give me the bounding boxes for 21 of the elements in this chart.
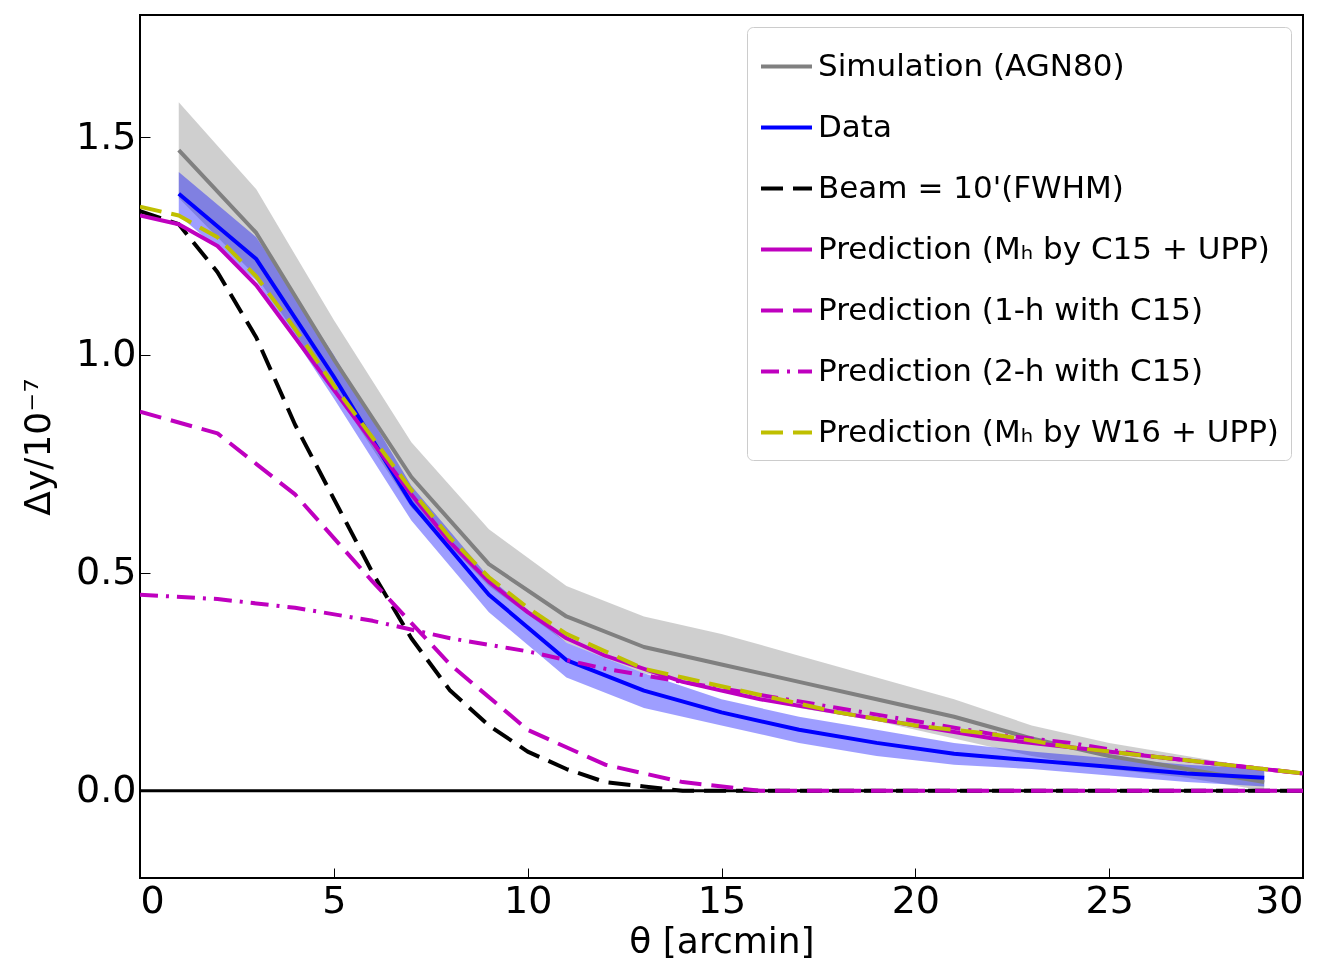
x-tick-label: 25	[1085, 877, 1134, 922]
x-tick-label: 0	[140, 877, 165, 922]
y-tick-label: 0.5	[76, 549, 137, 594]
y-tick-label: 1.0	[76, 331, 137, 376]
x-axis-title: θ [arcmin]	[629, 919, 815, 961]
x-tick-label: 5	[322, 877, 347, 922]
x-tick-label: 10	[503, 877, 553, 922]
y-tick-label: 0.0	[76, 767, 137, 812]
legend-label: Prediction (1-h with C15)	[818, 290, 1204, 327]
legend-label: Prediction (Mₕ by W16 + UPP)	[818, 412, 1279, 449]
legend-label: Data	[818, 107, 893, 144]
y-tick-label: 1.5	[76, 113, 137, 158]
x-tick-label: 15	[697, 877, 747, 922]
x-tick-label: 30	[1255, 877, 1304, 922]
legend-label: Beam = 10'(FWHM)	[818, 168, 1124, 205]
legend-label: Prediction (Mₕ by C15 + UPP)	[818, 229, 1270, 266]
legend-label: Simulation (AGN80)	[818, 46, 1125, 83]
y-axis-title: Δy/10⁻⁷	[17, 378, 59, 516]
x-tick-label: 20	[891, 877, 941, 922]
line-series	[140, 409, 1303, 793]
legend-label: Prediction (2-h with C15)	[818, 351, 1204, 388]
